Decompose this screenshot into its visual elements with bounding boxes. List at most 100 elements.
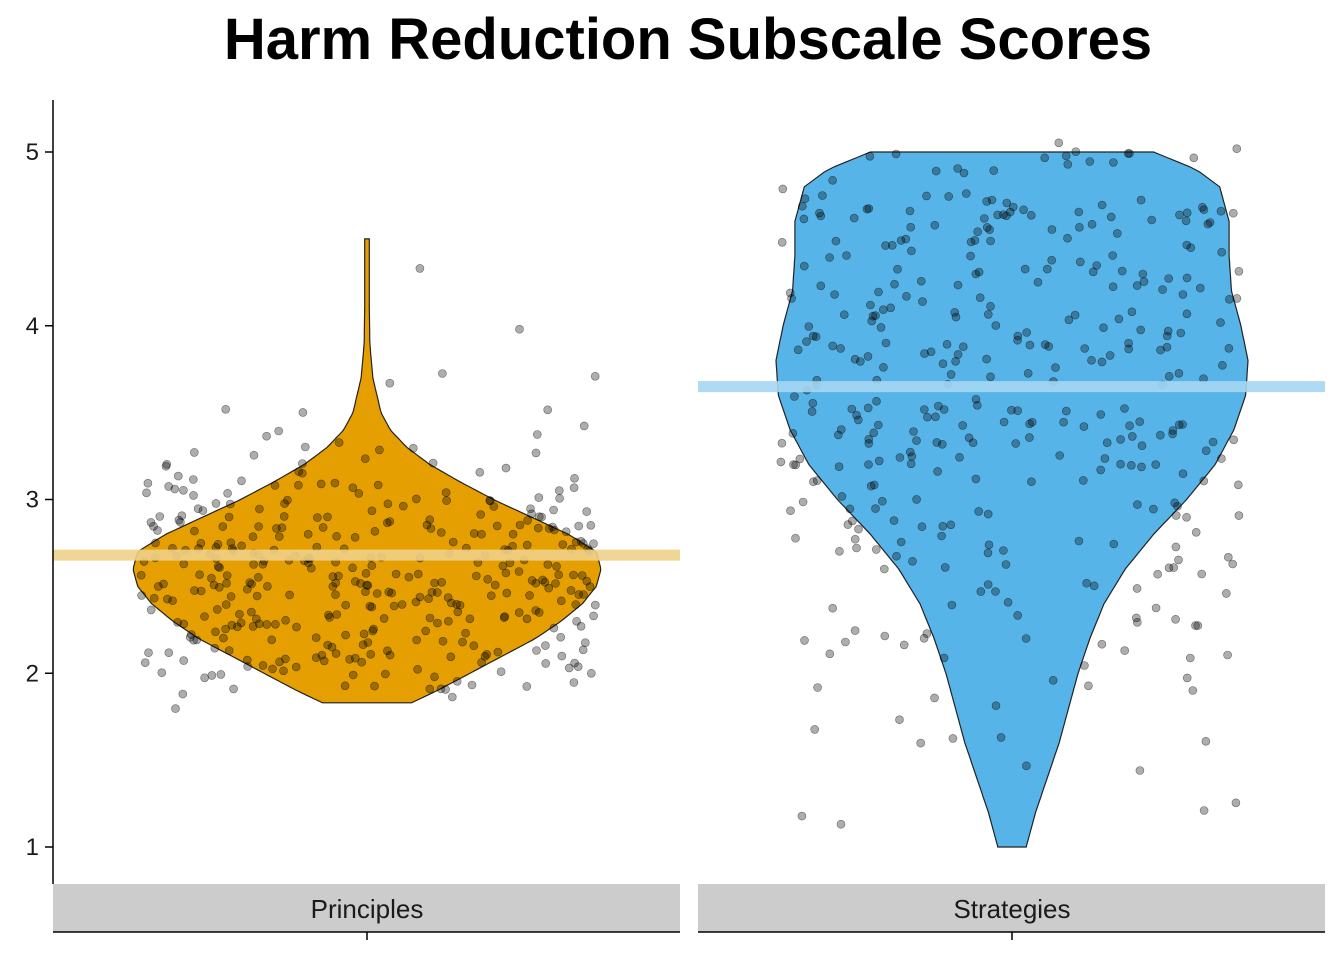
data-point [334,438,344,447]
data-point [1074,207,1084,217]
data-point [348,563,357,573]
data-point [1059,417,1068,427]
data-point [836,425,846,434]
data-point [561,527,571,537]
data-point [589,611,598,621]
data-point [825,253,834,262]
data-point [1169,563,1178,572]
data-point [1117,266,1127,276]
data-point [274,532,284,541]
data-point [1120,404,1129,413]
data-point [523,516,532,525]
data-point [361,587,370,597]
data-point [447,692,457,702]
data-point [1089,581,1099,591]
data-point [1137,441,1147,451]
data-point [862,204,872,214]
data-point [350,577,360,586]
data-point [785,288,795,298]
data-point [363,581,373,590]
data-point [991,701,1001,711]
data-point [985,225,994,234]
data-point [776,457,786,467]
data-point [986,372,995,382]
data-point [531,606,541,615]
data-point [787,294,796,303]
data-point [452,676,462,686]
data-point [813,683,822,692]
data-point [1164,371,1174,381]
data-point [341,630,350,640]
data-point [571,600,581,609]
data-point [1189,153,1199,163]
data-point [218,522,228,531]
data-point [866,300,875,310]
data-point [255,504,264,514]
data-point [1054,138,1064,148]
data-point [791,533,800,543]
data-point [412,635,422,645]
data-point [1234,511,1244,520]
data-point [1063,160,1073,169]
data-point [391,569,401,579]
data-point [944,192,954,201]
data-point [375,445,384,455]
data-point [582,507,592,516]
data-point [501,568,511,578]
data-point [1040,153,1049,163]
data-point [1120,646,1129,655]
data-point [1234,480,1243,490]
data-point [1085,157,1095,166]
data-point [971,269,981,279]
data-point [973,227,983,236]
data-point [373,480,383,490]
data-point [258,661,268,670]
data-point [361,568,371,578]
data-point [226,538,236,548]
data-point [461,628,470,638]
data-point [850,354,860,364]
data-point [1186,653,1195,663]
data-point [1124,344,1133,354]
data-point [360,454,370,464]
data-point [871,545,881,554]
data-point [835,546,844,556]
data-point [379,614,389,623]
data-point [223,488,232,498]
data-point [793,345,803,355]
data-point [556,632,566,642]
data-point [383,646,392,656]
data-point [486,591,496,601]
data-point [816,281,826,291]
data-point [1025,419,1034,429]
data-point [365,601,375,611]
data-point [895,715,904,725]
data-point [864,434,874,444]
data-point [953,280,963,290]
data-point [222,571,232,580]
data-point [544,524,554,533]
data-point [1132,584,1142,593]
data-point [476,510,486,519]
data-point [852,543,861,553]
data-point [905,447,915,457]
data-point [215,563,224,572]
data-point [916,276,926,286]
data-point [906,222,916,232]
data-point [947,600,957,610]
data-point [1216,206,1226,216]
data-point [327,642,337,652]
y-axis: 1 2 3 4 5 [26,100,54,884]
data-point [332,610,342,619]
data-point [153,526,162,535]
data-point [866,481,876,491]
data-point [951,356,960,366]
data-point [425,684,435,694]
data-point [865,152,875,161]
data-point [1070,310,1080,320]
data-point [1033,277,1043,287]
data-point [1021,634,1031,643]
data-point [549,623,559,633]
data-point [366,649,376,659]
data-point [922,191,931,201]
